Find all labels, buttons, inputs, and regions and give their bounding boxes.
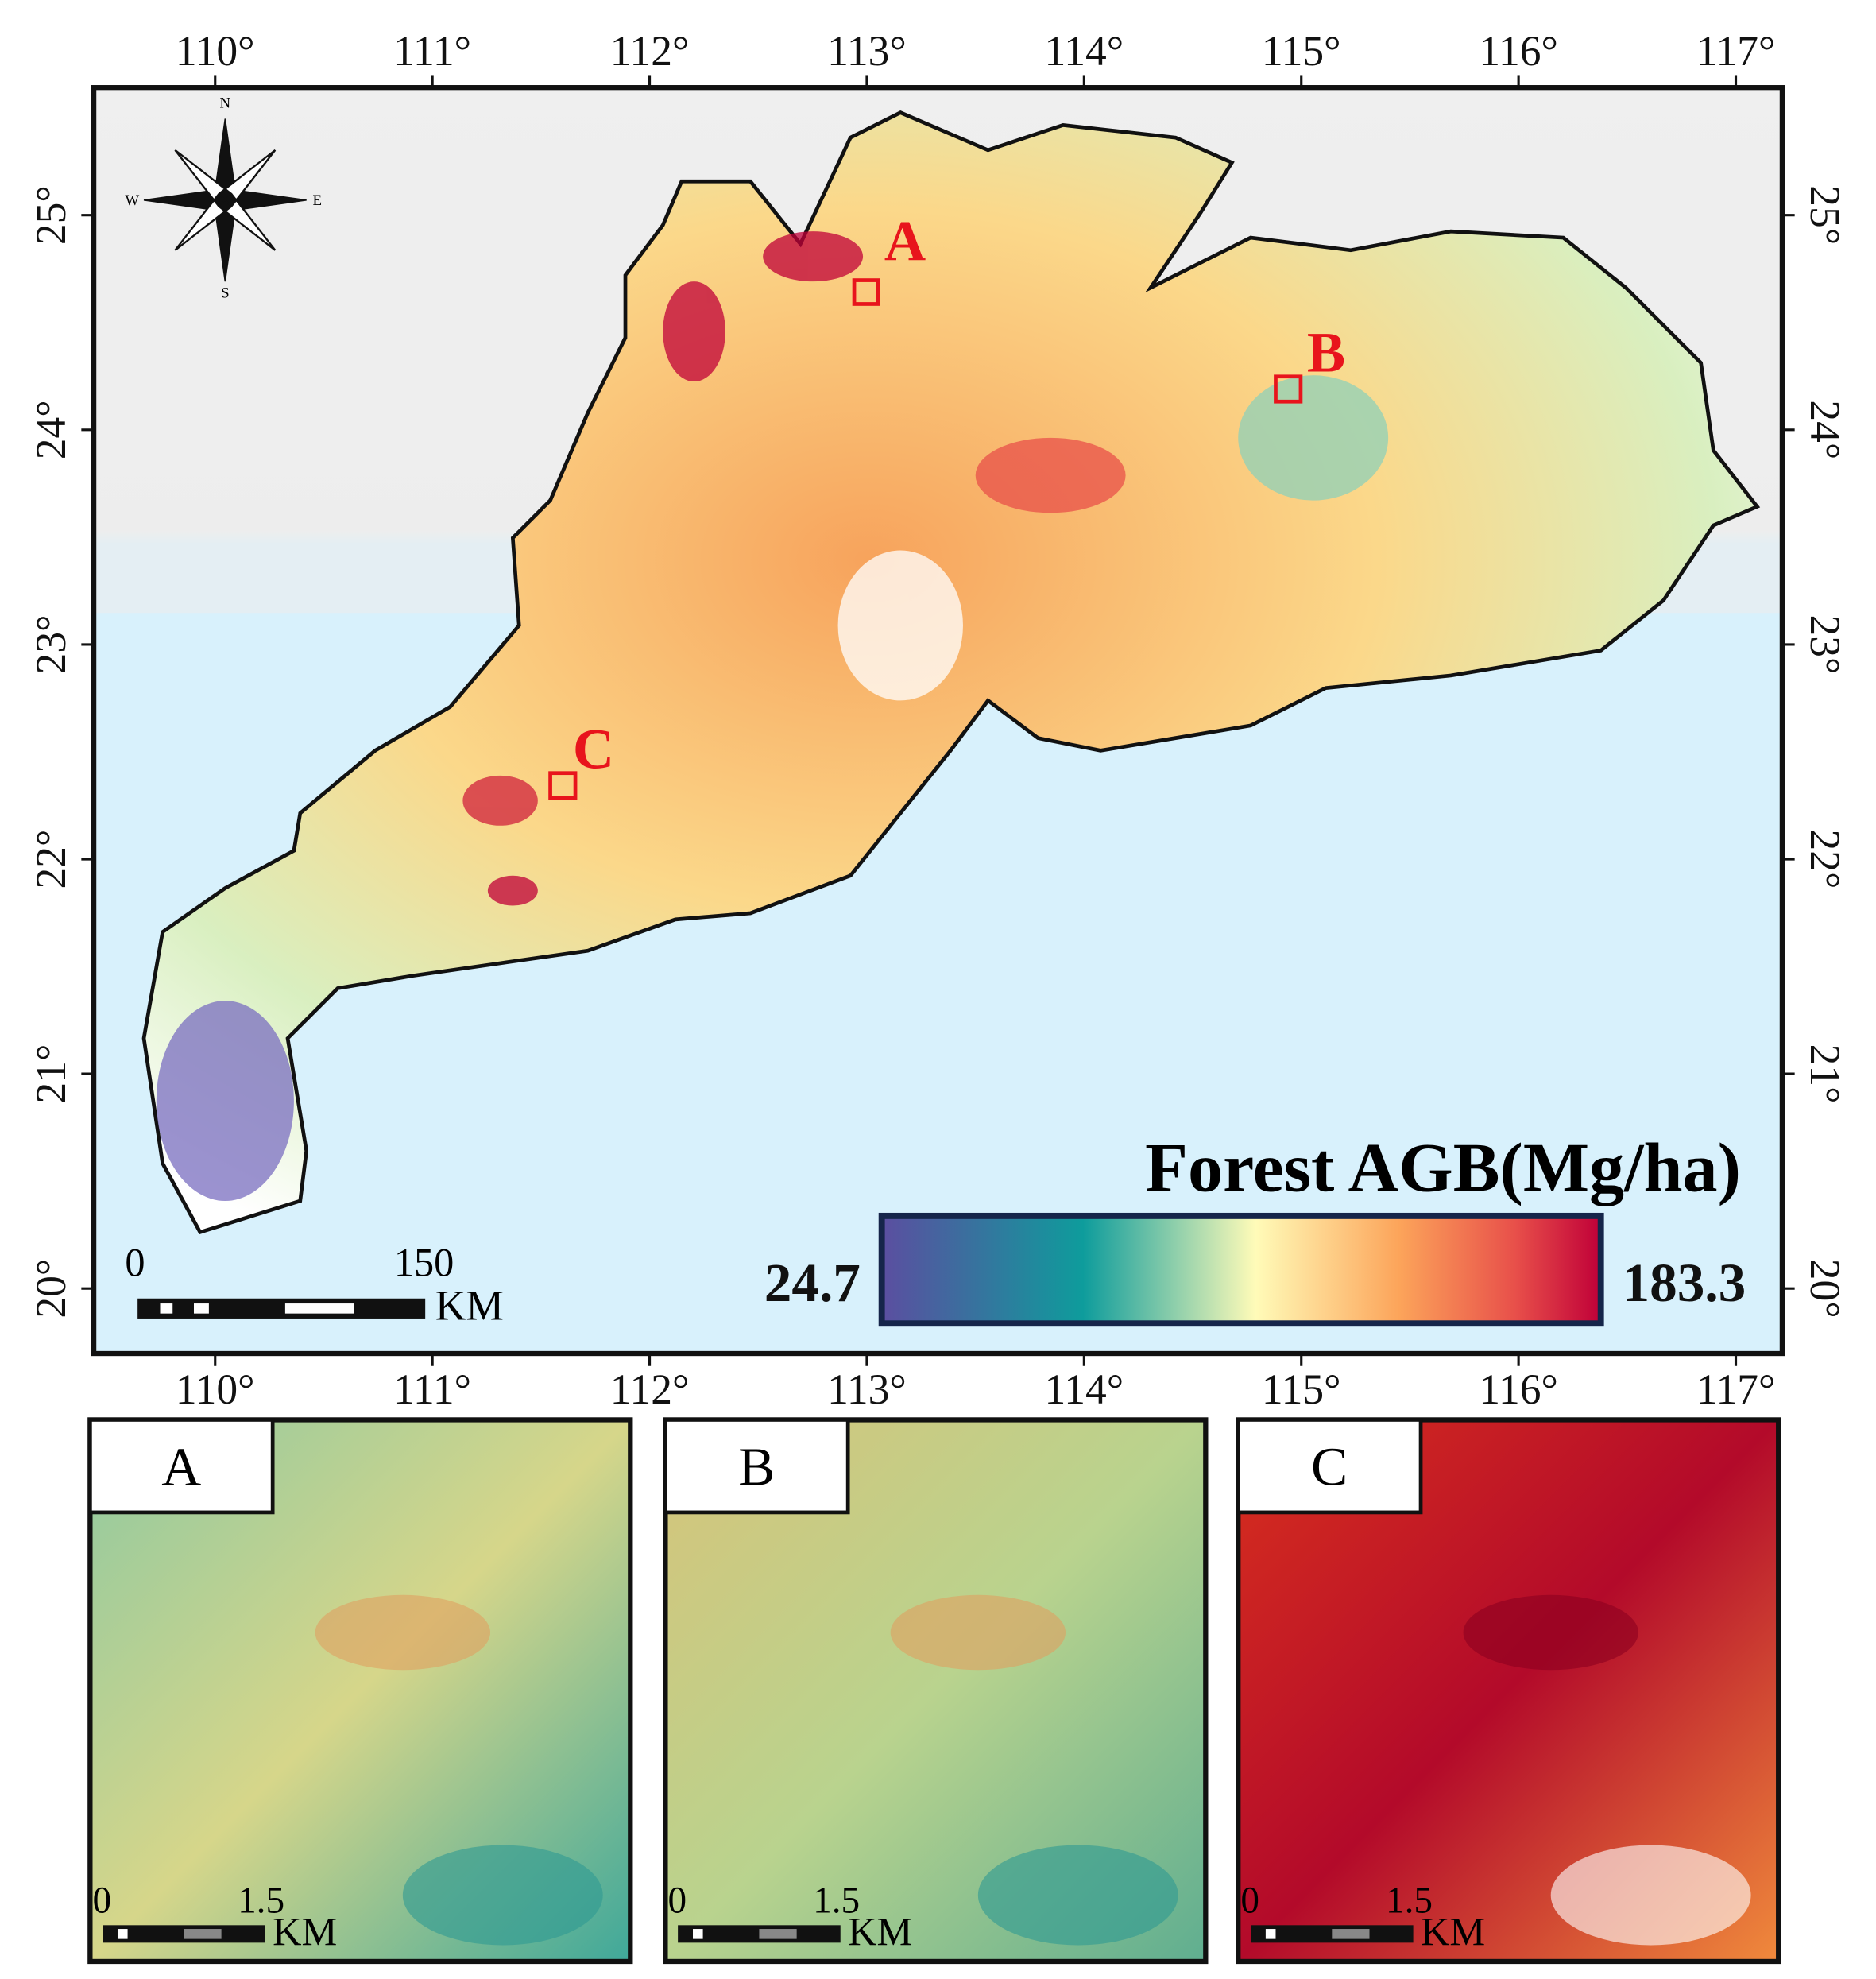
- inset-scale-bar: [1265, 1929, 1276, 1939]
- lon-tick-label: 117°: [1696, 27, 1776, 75]
- patch: [462, 775, 538, 826]
- lon-tick-label: 117°: [1696, 1365, 1776, 1413]
- compass-rose: [143, 118, 307, 282]
- inset-label-box: [1236, 1418, 1423, 1515]
- inset-feature: [1550, 1845, 1751, 1946]
- inset-frame: [663, 1417, 1209, 1965]
- site-box: [1274, 374, 1303, 404]
- patch: [1238, 375, 1389, 501]
- scale-label: 150: [394, 1240, 454, 1284]
- inset-scale-label: 1.5: [238, 1880, 284, 1922]
- patch: [487, 875, 538, 906]
- patch: [663, 281, 725, 382]
- inset-label-box: [87, 1418, 275, 1515]
- inset-scale-label: 1.5: [1386, 1880, 1433, 1922]
- inset-feature: [977, 1845, 1178, 1946]
- lat-tick-label: 24°: [1801, 400, 1849, 459]
- inset-scale-bar: [117, 1929, 128, 1939]
- inset-scale-unit: KM: [848, 1910, 912, 1954]
- lon-tick-label: 111°: [393, 1365, 471, 1413]
- lon-tick-label: 111°: [393, 27, 471, 75]
- patch: [975, 437, 1126, 513]
- lon-tick-label: 110°: [176, 27, 255, 75]
- lat-tick-label: 25°: [27, 185, 75, 245]
- lon-tick-label: 115°: [1262, 1365, 1341, 1413]
- lon-tick-label: 112°: [610, 1365, 690, 1413]
- lat-tick-label: 23°: [1801, 614, 1849, 674]
- site-box: [852, 278, 880, 306]
- scale-label: 0: [125, 1240, 145, 1284]
- lon-tick-label: 114°: [1045, 1365, 1124, 1413]
- lat-tick-label: 23°: [27, 614, 75, 674]
- lat-tick-label: 21°: [1801, 1044, 1849, 1104]
- inset-scale-bar: [184, 1929, 222, 1939]
- inset-feature: [402, 1845, 603, 1946]
- site-box: [548, 771, 578, 800]
- inset-label: C: [1311, 1435, 1348, 1497]
- inset-label: B: [738, 1435, 775, 1497]
- compass-label: N: [220, 95, 231, 111]
- patch: [837, 550, 963, 701]
- lat-tick-label: 25°: [1801, 185, 1849, 245]
- legend-max: 183.3: [1622, 1252, 1746, 1313]
- patch: [763, 231, 864, 282]
- legend-min: 24.7: [764, 1252, 861, 1313]
- inset-scale-label: 1.5: [813, 1880, 860, 1922]
- inset-feature: [1463, 1594, 1638, 1671]
- lon-tick-label: 113°: [827, 1365, 907, 1413]
- scale-bar-segment: [160, 1303, 173, 1314]
- inset-panel: B 0 1.5KM: [663, 1417, 1209, 1965]
- lon-tick-label: 112°: [610, 27, 690, 75]
- lon-tick-label: 116°: [1479, 1365, 1558, 1413]
- inset-frame: [1236, 1417, 1781, 1965]
- scale-bar-segment: [137, 1298, 426, 1319]
- compass-label: E: [313, 192, 323, 209]
- lat-tick-label: 22°: [27, 830, 75, 889]
- compass-rose: [174, 149, 277, 251]
- lat-tick-label: 22°: [1801, 830, 1849, 889]
- inset-scale-label: 0: [93, 1880, 112, 1922]
- inset-scale-bar: [1332, 1929, 1370, 1939]
- scale-bar-segment: [284, 1303, 354, 1314]
- lon-tick-label: 114°: [1045, 27, 1124, 75]
- scale-bar-segment: [193, 1303, 209, 1314]
- inset-panel: A 0 1.5KM: [87, 1417, 633, 1965]
- colorbar: [878, 1212, 1604, 1327]
- axis-ticks: 110° 110° 111° 111° 112° 112° 113° 113° 114° 114°…: [27, 27, 1849, 1413]
- inset-feature: [890, 1594, 1066, 1671]
- inset-scale-unit: KM: [273, 1910, 337, 1954]
- site-label: C: [573, 716, 614, 780]
- scale-bar: [137, 1298, 426, 1319]
- inset-label: A: [161, 1435, 201, 1497]
- inset-panel: C 0 1.5KM: [1236, 1417, 1781, 1965]
- compass-label: W: [125, 192, 139, 209]
- lat-tick-label: 20°: [1801, 1259, 1849, 1319]
- lat-tick-label: 20°: [27, 1259, 75, 1319]
- lat-tick-label: 21°: [27, 1044, 75, 1104]
- inset-scale-bar: [759, 1929, 797, 1939]
- patch: [156, 1001, 294, 1201]
- inset-frame: [87, 1417, 633, 1965]
- inset-scale-bar: [693, 1929, 703, 1939]
- lat-tick-label: 24°: [27, 400, 75, 459]
- lon-tick-label: 115°: [1262, 27, 1341, 75]
- site-label: B: [1307, 320, 1345, 384]
- lon-tick-label: 110°: [176, 1365, 255, 1413]
- inset-feature: [315, 1594, 491, 1671]
- compass-label: S: [221, 285, 230, 302]
- inset-scale-label: 0: [1240, 1880, 1259, 1922]
- inset-scale-label: 0: [668, 1880, 687, 1922]
- site-label: A: [884, 208, 926, 273]
- lon-tick-label: 116°: [1479, 27, 1558, 75]
- agb-patches: [156, 231, 1389, 1201]
- map-frame: [91, 85, 1785, 1357]
- inset-label-box: [663, 1418, 850, 1515]
- compass: N S E W: [125, 95, 322, 301]
- lon-tick-label: 113°: [827, 27, 907, 75]
- scale-unit: KM: [435, 1282, 504, 1330]
- legend-title: Forest AGB(Mg/ha): [1145, 1129, 1741, 1206]
- inset-scale-unit: KM: [1421, 1910, 1485, 1954]
